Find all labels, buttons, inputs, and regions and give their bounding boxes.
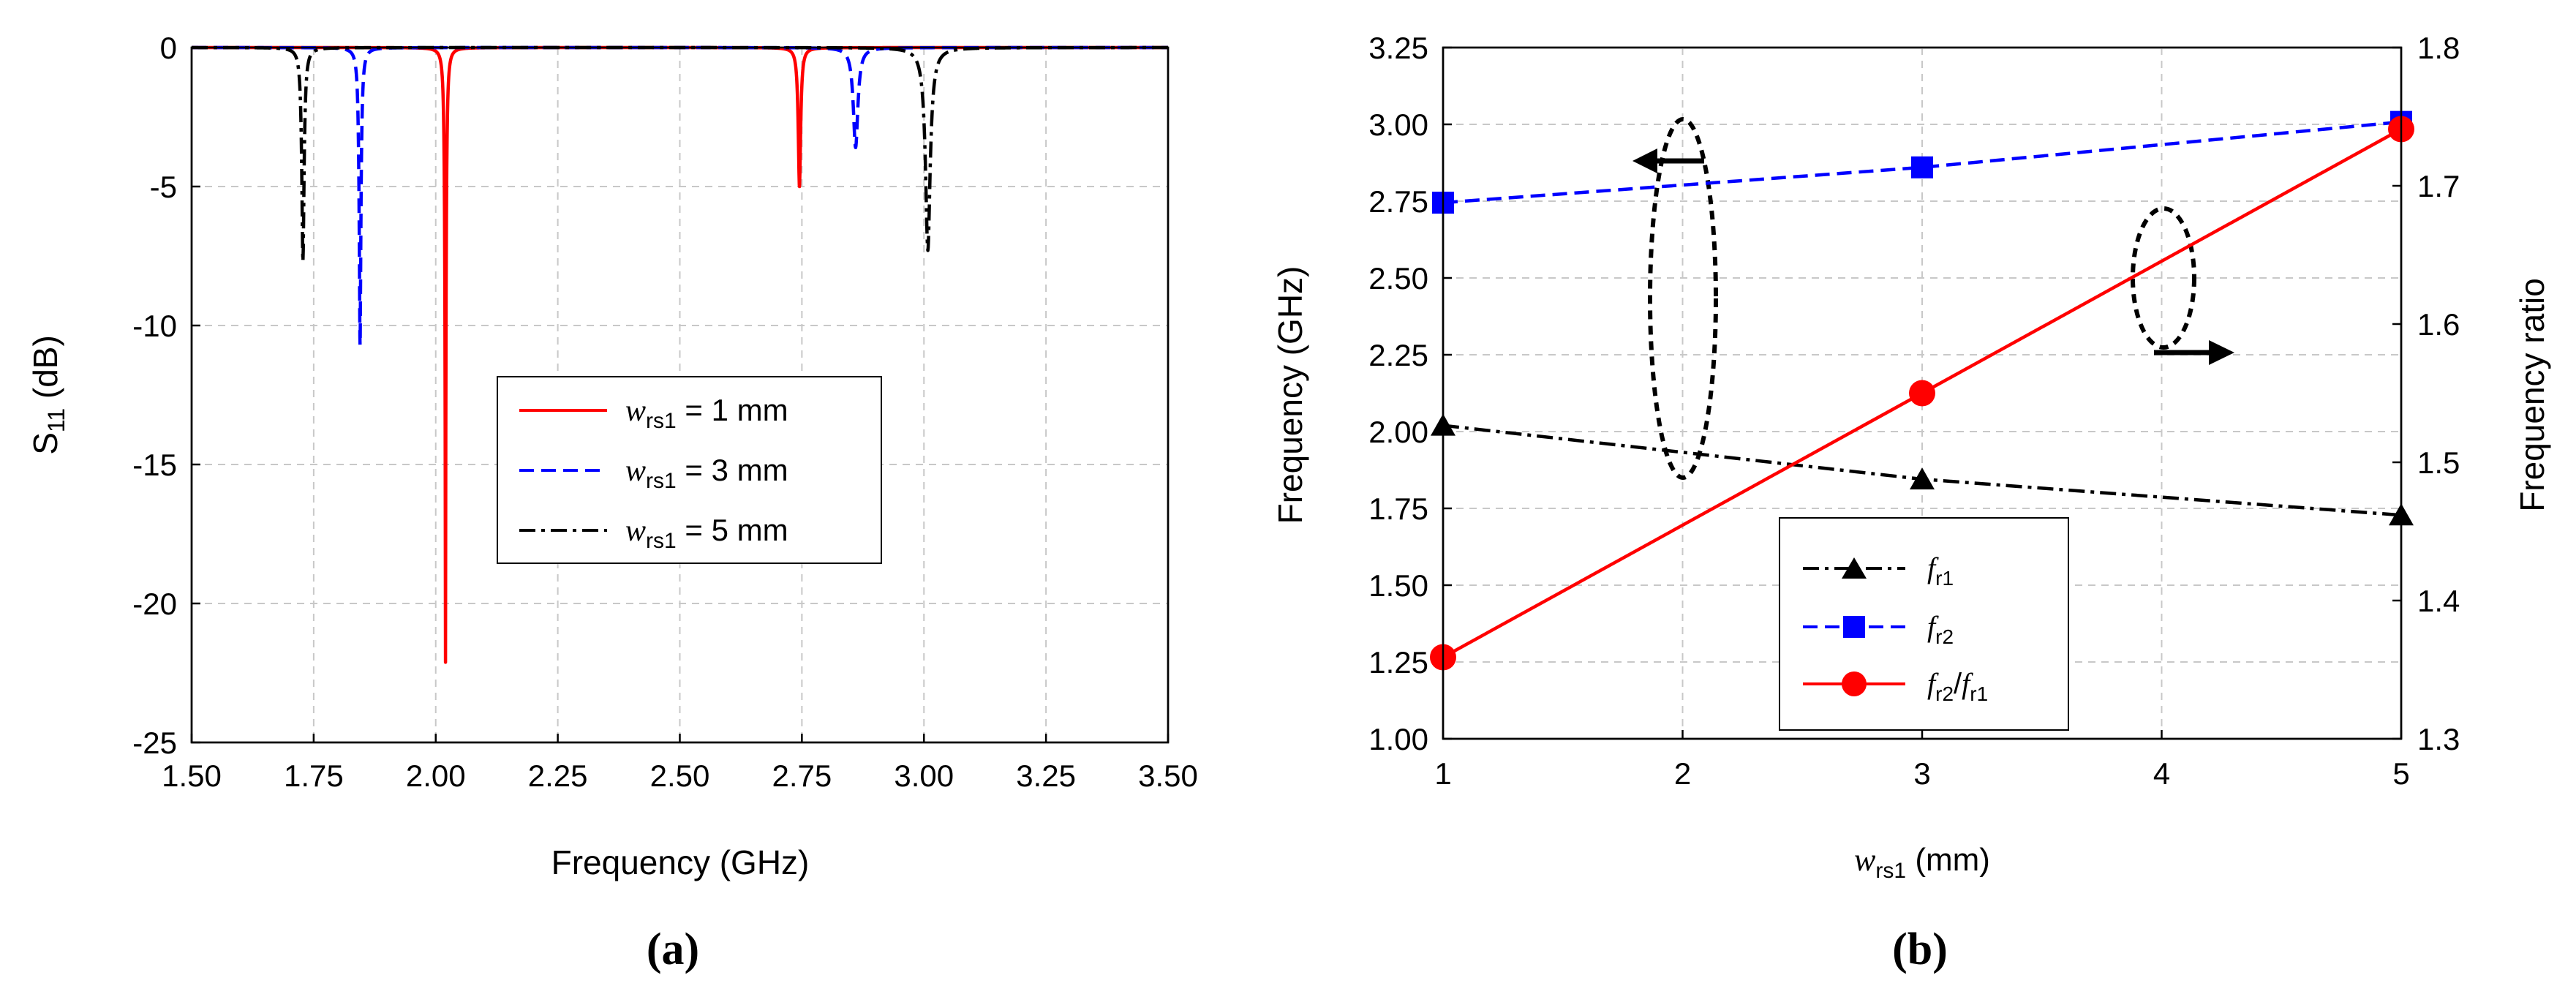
y2-tick-label: 1.7 <box>2417 169 2460 203</box>
x-tick-label: 3.25 <box>1016 759 1076 793</box>
x-tick-label: 2 <box>1674 756 1691 791</box>
y-tick-label: 2.00 <box>1368 415 1428 449</box>
x-tick-label: 2.25 <box>528 759 588 793</box>
panel-a-legend: wrs1 = 1 mm wrs1 = 3 mm wrs1 = 5 mm <box>497 376 882 564</box>
right-axis-ellipse <box>2131 206 2196 350</box>
x-tick-label: 3.00 <box>894 759 954 793</box>
legend-label-1mm: wrs1 = 1 mm <box>625 393 788 433</box>
panel-a-x-axis-label: Frequency (GHz) <box>551 843 810 881</box>
y2-tick-label: 1.6 <box>2417 307 2460 342</box>
legend-label-3mm: wrs1 = 3 mm <box>625 453 788 493</box>
x-tick-label: 3 <box>1913 756 1930 791</box>
y-tick-label: -10 <box>132 309 177 343</box>
panel-a-y-ticks: 0 -5 -10 -15 -20 -25 <box>132 31 200 760</box>
panel-a-frame <box>190 46 1170 744</box>
panel-b-x-axis-label: wrs1 (mm) <box>1854 842 1990 883</box>
left-arrow-icon <box>1632 148 1657 173</box>
y-tick-label: 1.00 <box>1368 722 1428 756</box>
right-arrow-icon <box>2209 340 2234 365</box>
legend-label-5mm: wrs1 = 5 mm <box>625 513 788 553</box>
panel-a-caption: (a) <box>647 925 699 974</box>
data-point-circle <box>1909 380 1935 407</box>
x-tick-label: 1 <box>1434 756 1451 791</box>
y2-tick-label: 1.3 <box>2417 722 2460 756</box>
panel-b-y2-ticks: 1.3 1.4 1.5 1.6 1.7 1.8 <box>2392 31 2460 756</box>
y2-tick-label: 1.5 <box>2417 445 2460 480</box>
panel-b-y2-axis-label: Frequency ratio <box>2513 278 2551 512</box>
y-tick-label: -15 <box>132 448 177 482</box>
panel-a-x-ticks: 1.50 1.75 2.00 2.25 2.50 2.75 3.00 3.25 3.50 <box>162 734 1198 793</box>
x-tick-label: 1.75 <box>284 759 344 793</box>
series-line-square <box>1442 120 2402 205</box>
y-tick-label: 2.75 <box>1368 184 1428 219</box>
legend-marker-square <box>1843 616 1865 638</box>
left-axis-ellipse <box>1648 117 1718 480</box>
panel-b-frame <box>1442 46 2403 740</box>
panel-b: 1 2 3 4 5 1.00 1.25 1.50 1.75 2.00 2.25 2.50 2.75 3.… <box>1271 31 2551 974</box>
y-tick-label: 0 <box>160 31 177 65</box>
panel-a-legend-box <box>497 376 882 564</box>
y-tick-label: 1.50 <box>1368 568 1428 603</box>
x-tick-label: 2.75 <box>772 759 832 793</box>
y-tick-label: 3.25 <box>1368 31 1428 65</box>
panel-a-y-axis-label: S11 (dB) <box>26 335 69 455</box>
x-tick-label: 3.50 <box>1138 759 1198 793</box>
y2-tick-label: 1.8 <box>2417 31 2460 65</box>
panel-b-caption: (b) <box>1892 925 1948 974</box>
panel-b-legend-box <box>1779 517 2069 731</box>
x-tick-label: 2.50 <box>650 759 710 793</box>
data-point-triangle <box>1910 467 1935 490</box>
y-tick-label: 2.50 <box>1368 261 1428 296</box>
panel-b-legend: fr1 fr2 fr2/fr1 <box>1779 517 2069 731</box>
panel-a: 1.50 1.75 2.00 2.25 2.50 2.75 3.00 3.25 3.50 0 -5… <box>26 31 1198 974</box>
y-tick-label: -25 <box>132 726 177 760</box>
y-tick-label: -5 <box>150 170 177 204</box>
x-tick-label: 1.50 <box>162 759 222 793</box>
data-point-square <box>1911 156 1933 178</box>
panel-b-y-ticks: 1.00 1.25 1.50 1.75 2.00 2.25 2.50 2.75 3.00 3.25 <box>1368 31 1452 756</box>
panel-b-x-ticks: 1 2 3 4 5 <box>1434 730 2410 791</box>
x-tick-label: 2.00 <box>406 759 466 793</box>
y-tick-label: 1.25 <box>1368 645 1428 680</box>
legend-label-ratio: fr2/fr1 <box>1927 667 1988 705</box>
panel-b-y-axis-label: Frequency (GHz) <box>1271 266 1309 524</box>
x-tick-label: 4 <box>2153 756 2170 791</box>
legend-marker-circle <box>1842 671 1867 696</box>
panel-b-annotations <box>1632 117 2234 480</box>
x-tick-label: 5 <box>2392 756 2409 791</box>
y-tick-label: 3.00 <box>1368 108 1428 142</box>
y-tick-label: 1.75 <box>1368 492 1428 526</box>
y-tick-label: -20 <box>132 587 177 621</box>
y-tick-label: 2.25 <box>1368 338 1428 372</box>
legend-marker-triangle <box>1842 557 1867 579</box>
y2-tick-label: 1.4 <box>2417 584 2460 618</box>
